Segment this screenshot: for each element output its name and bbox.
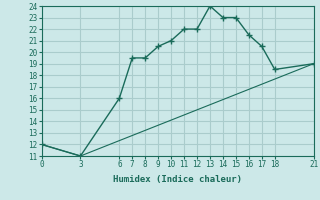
X-axis label: Humidex (Indice chaleur): Humidex (Indice chaleur)	[113, 175, 242, 184]
